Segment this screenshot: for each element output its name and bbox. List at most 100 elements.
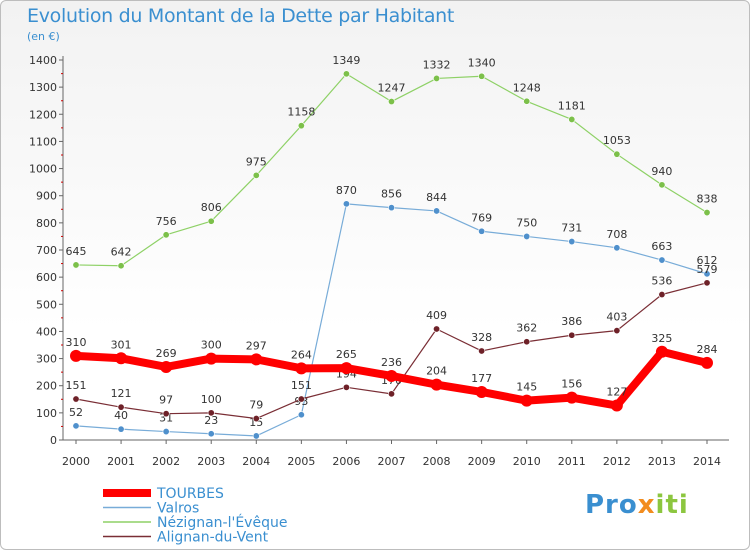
data-label: 79	[249, 399, 263, 412]
data-point	[250, 353, 263, 366]
x-tick-label: 2011	[558, 455, 586, 468]
data-point	[297, 395, 305, 403]
data-label: 156	[561, 378, 582, 391]
data-label: 301	[111, 338, 132, 351]
data-label: 362	[516, 322, 537, 335]
data-label: 100	[201, 393, 222, 406]
brand-part-1: Pro	[585, 490, 638, 520]
data-label: 870	[336, 184, 357, 197]
data-point	[520, 394, 533, 407]
legend-label: Nézignan-l'Évêque	[157, 514, 287, 531]
x-tick-label: 2010	[513, 455, 541, 468]
data-point	[703, 270, 711, 278]
y-tick-label: 700	[36, 244, 57, 257]
legend-label: Valros	[157, 501, 199, 517]
y-tick-label: 1400	[29, 54, 57, 67]
data-label: 328	[471, 331, 492, 344]
brand-part-3: iti	[655, 490, 689, 520]
data-label: 1332	[423, 58, 451, 71]
data-label: 844	[426, 191, 447, 204]
data-point	[568, 238, 576, 246]
brand-part-2: x	[637, 490, 656, 520]
x-tick-label: 2013	[648, 455, 676, 468]
x-tick-label: 2008	[423, 455, 451, 468]
y-tick-label: 400	[36, 325, 57, 338]
data-label: 731	[561, 222, 582, 235]
data-point	[433, 74, 441, 82]
data-point	[385, 369, 398, 382]
data-label: 325	[651, 332, 672, 345]
data-label: 151	[291, 379, 312, 392]
x-tick-label: 2009	[468, 455, 496, 468]
data-label: 536	[651, 275, 672, 288]
data-label: 940	[651, 165, 672, 178]
data-label: 31	[159, 412, 173, 425]
data-point	[478, 227, 486, 235]
data-point	[252, 171, 260, 179]
data-point	[207, 409, 215, 417]
y-tick-label: 0	[50, 434, 57, 447]
data-point	[655, 345, 668, 358]
x-tick-label: 2005	[287, 455, 315, 468]
data-point	[162, 231, 170, 239]
data-point	[205, 352, 218, 365]
y-tick-label: 1300	[29, 81, 57, 94]
y-tick-label: 600	[36, 271, 57, 284]
data-label: 1158	[287, 106, 315, 119]
data-label: 975	[246, 155, 267, 168]
data-point	[162, 428, 170, 436]
data-label: 265	[336, 348, 357, 361]
data-label: 806	[201, 201, 222, 214]
data-label: 756	[156, 215, 177, 228]
y-tick-label: 100	[36, 407, 57, 420]
data-point	[387, 204, 395, 212]
data-point	[342, 200, 350, 208]
data-point	[72, 395, 80, 403]
data-point	[160, 360, 173, 373]
data-point	[72, 261, 80, 269]
data-label: 403	[606, 311, 627, 324]
data-point	[523, 338, 531, 346]
data-point	[70, 349, 82, 362]
data-point	[207, 217, 215, 225]
data-label: 750	[516, 216, 537, 229]
y-tick-label: 1200	[29, 108, 57, 121]
data-point	[252, 415, 260, 423]
data-label: 284	[697, 343, 718, 356]
data-label: 310	[66, 336, 87, 349]
data-point	[610, 399, 623, 412]
data-label: 204	[426, 365, 447, 378]
data-label: 177	[471, 372, 492, 385]
data-label: 127	[606, 386, 627, 399]
data-point	[387, 98, 395, 106]
data-label: 769	[471, 211, 492, 224]
data-label: 236	[381, 356, 402, 369]
data-point	[252, 432, 260, 440]
data-label: 642	[111, 246, 132, 259]
data-label: 269	[156, 347, 177, 360]
data-point	[475, 385, 488, 398]
data-point	[658, 291, 666, 299]
x-tick-label: 2001	[107, 455, 135, 468]
data-label: 97	[159, 394, 173, 407]
chart-title: Evolution du Montant de la Dette par Hab…	[27, 5, 455, 27]
data-point	[658, 181, 666, 189]
data-point	[342, 383, 350, 391]
data-point	[340, 362, 353, 375]
y-tick-label: 800	[36, 217, 57, 230]
legend-label: Alignan-du-Vent	[157, 530, 269, 546]
data-point	[433, 207, 441, 215]
x-tick-label: 2003	[197, 455, 225, 468]
data-label: 856	[381, 188, 402, 201]
data-point	[297, 411, 305, 419]
data-label: 300	[201, 339, 222, 352]
data-point	[478, 347, 486, 355]
x-tick-label: 2002	[152, 455, 180, 468]
data-label: 151	[66, 379, 87, 392]
legend-label: TOURBES	[156, 486, 224, 502]
data-point	[565, 391, 578, 404]
chart-unit: (en €)	[27, 30, 60, 43]
data-point	[703, 279, 711, 287]
data-label: 663	[651, 240, 672, 253]
